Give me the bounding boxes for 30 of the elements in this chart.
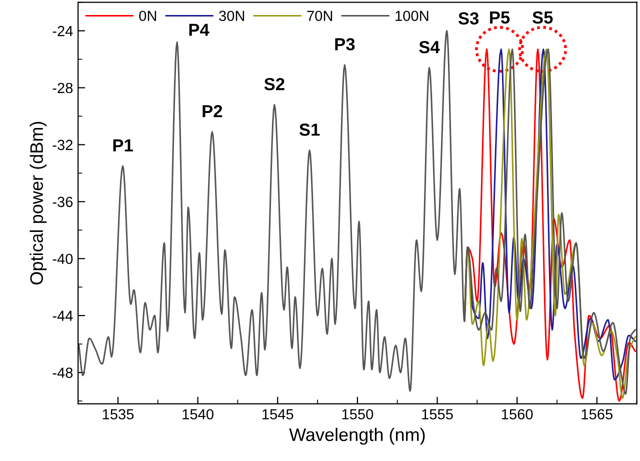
x-tick-label: 1540 — [182, 409, 214, 420]
y-axis-title: Optical power (dBm) — [30, 122, 47, 284]
annotation: P5 — [490, 12, 510, 24]
x-tick-label: 1555 — [422, 409, 453, 420]
annotation: P1 — [113, 139, 133, 152]
x-tick-label: 1550 — [342, 409, 374, 420]
y-tick-label: -28 — [52, 82, 73, 94]
annotation: S1 — [299, 124, 320, 136]
legend-label: 30N — [219, 10, 244, 22]
y-tick-label: -36 — [52, 196, 73, 208]
x-axis-title: Wavelength (nm) — [289, 428, 425, 445]
x-tick-label: 1545 — [262, 409, 294, 420]
legend-label: 70N — [307, 10, 332, 22]
annotation: S5 — [532, 11, 553, 24]
annotation: P3 — [335, 38, 355, 50]
legend-label: 0N — [139, 10, 156, 22]
y-tick-label: -32 — [52, 140, 72, 150]
annotation: S3 — [458, 12, 479, 25]
legend-label: 100N — [396, 10, 428, 22]
y-tick-label: -24 — [52, 26, 73, 36]
y-tick-label: -40 — [52, 254, 73, 264]
x-tick-label: 1560 — [502, 409, 533, 420]
y-tick-label: -48 — [52, 368, 73, 378]
annotation: S2 — [264, 78, 284, 90]
x-tick-label: 1565 — [582, 409, 613, 420]
annotation: P4 — [189, 24, 210, 36]
annotation: P2 — [202, 105, 222, 118]
y-tick-label: -44 — [52, 310, 73, 321]
annotation: S4 — [419, 40, 440, 54]
x-tick-label: 1535 — [102, 409, 134, 420]
